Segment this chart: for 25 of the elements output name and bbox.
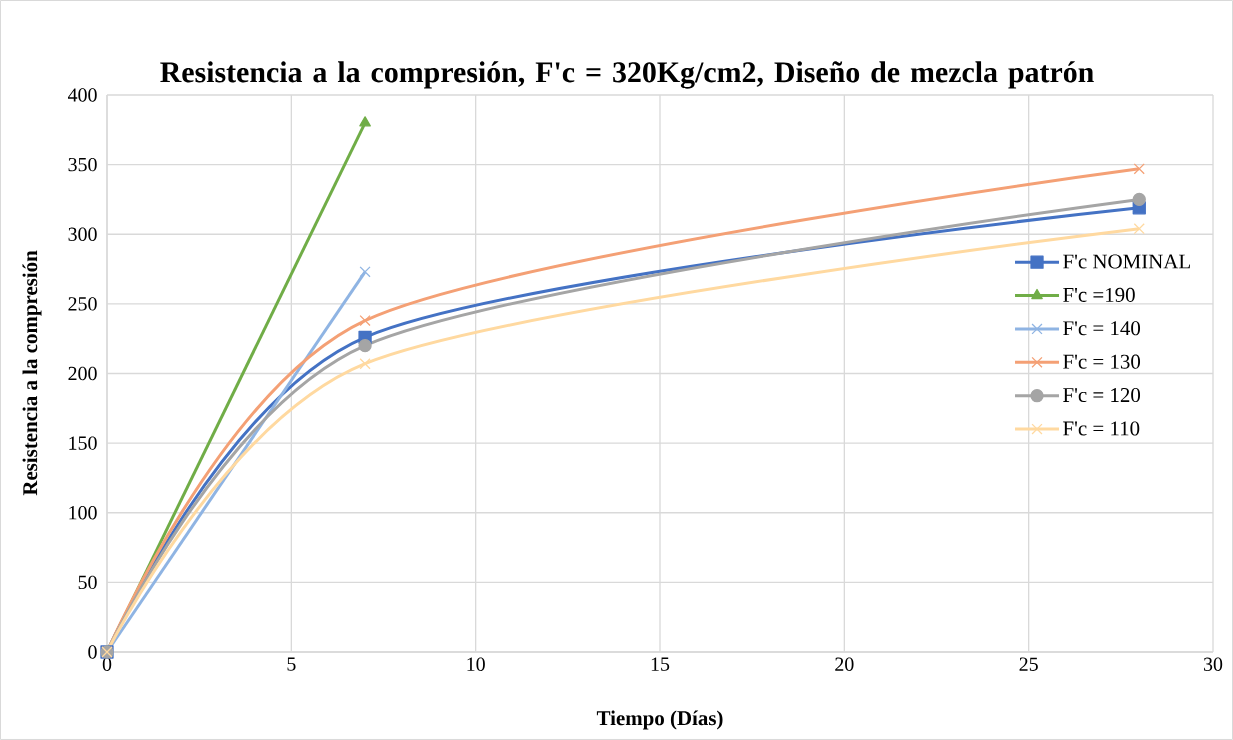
y-tick-label: 200 bbox=[68, 366, 97, 381]
y-tick-label: 50 bbox=[78, 575, 97, 590]
legend-label: F'c = 130 bbox=[1063, 354, 1141, 369]
y-axis-title: Resistencia a la compresión bbox=[22, 250, 42, 496]
y-tick-label: 0 bbox=[88, 645, 97, 659]
y-tick-label: 300 bbox=[68, 227, 97, 241]
chart-title: Resistencia a la compresión, F'c = 320Kg/cm2, Diseño de mezcla patrón bbox=[160, 61, 1094, 89]
x-tick-label: 0 bbox=[102, 657, 112, 671]
y-tick-label: 150 bbox=[69, 436, 97, 450]
y-tick-label: 100 bbox=[69, 506, 97, 520]
legend-label: F'c = 120 bbox=[1063, 387, 1141, 403]
x-tick-label: 20 bbox=[835, 657, 854, 671]
y-tick-label: 400 bbox=[67, 88, 97, 102]
legend-label: F'c = 110 bbox=[1063, 421, 1140, 436]
x-axis-title: Tiempo (Días) bbox=[596, 710, 723, 730]
x-tick-label: 10 bbox=[467, 657, 485, 671]
legend-label: F'c =190 bbox=[1063, 287, 1135, 302]
x-tick-label: 15 bbox=[651, 657, 670, 671]
y-tick-label: 350 bbox=[68, 157, 97, 172]
x-tick-label: 5 bbox=[287, 657, 296, 671]
legend-label: F'c = 140 bbox=[1063, 321, 1141, 336]
x-tick-label: 25 bbox=[1019, 657, 1038, 671]
y-tick-label: 250 bbox=[68, 297, 97, 311]
legend-label: F'c NOMINAL bbox=[1063, 254, 1190, 269]
x-tick-label: 30 bbox=[1203, 657, 1223, 671]
